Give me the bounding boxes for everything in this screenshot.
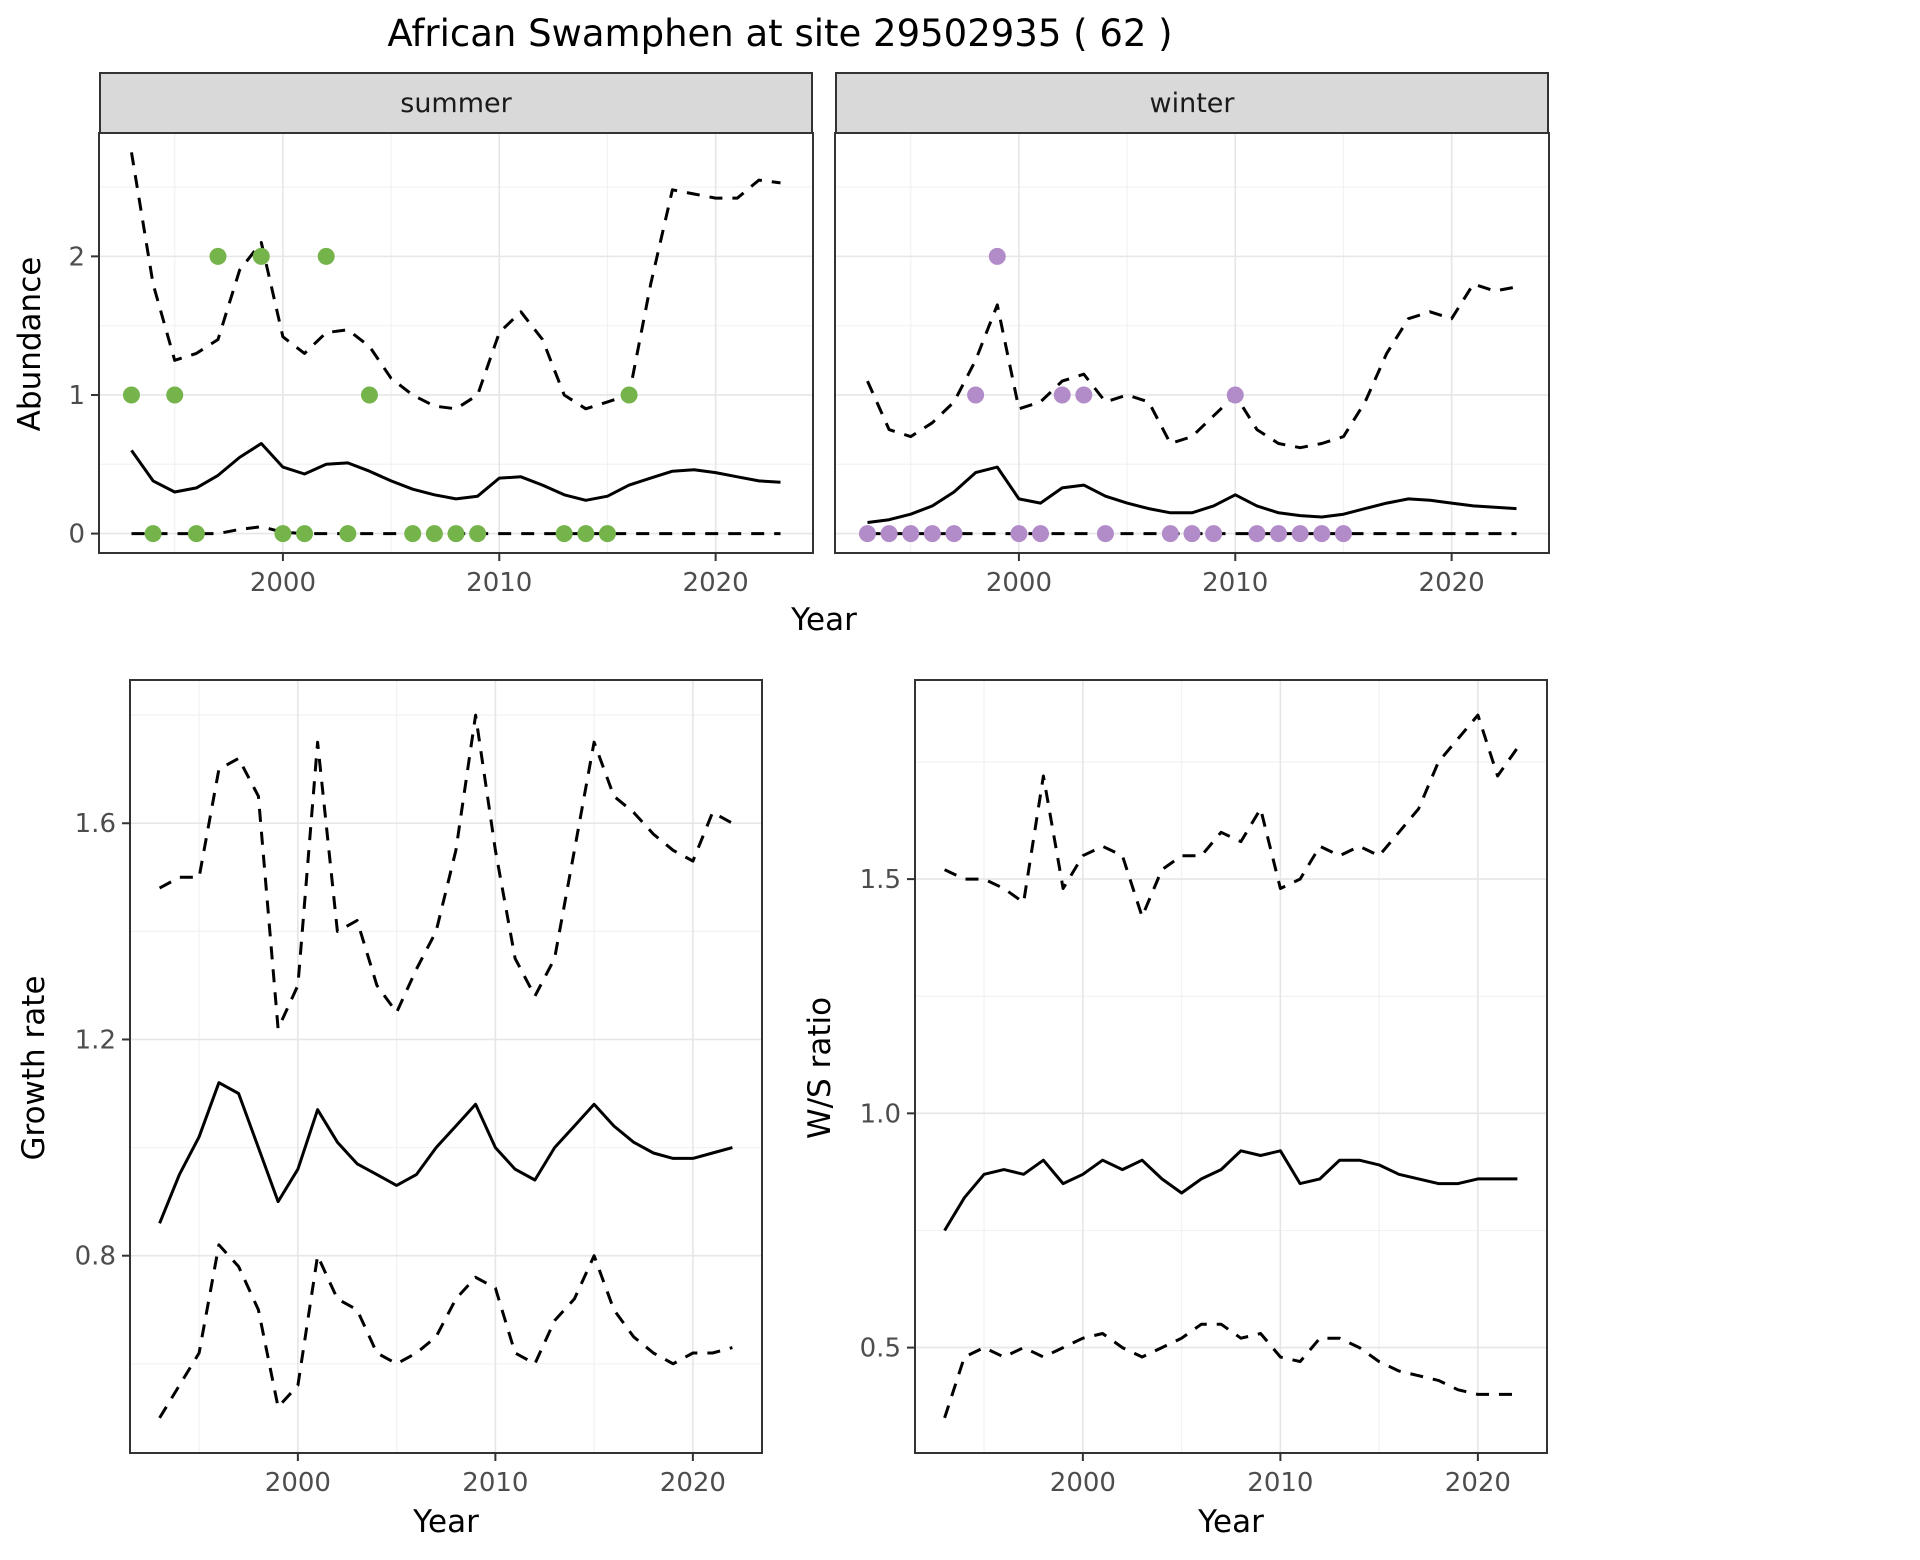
facet-strip-summer: summer	[99, 72, 813, 134]
facet-strip-winter-label: winter	[1149, 87, 1235, 119]
svg-text:0.8: 0.8	[75, 1242, 116, 1272]
abundance-winter-chart: 2000 2010 2020	[834, 132, 1550, 598]
ws-ratio-y-axis-title: W/S ratio	[802, 996, 838, 1140]
svg-text:2000: 2000	[1050, 1468, 1116, 1498]
svg-text:1.6: 1.6	[75, 809, 116, 839]
ws-ratio-chart: 2000 2010 2020 0.5 1.0 1.5	[860, 679, 1548, 1498]
svg-text:1.0: 1.0	[860, 1099, 901, 1129]
growth-x-axis-title: Year	[413, 1504, 479, 1540]
growth-y-axis-title: Growth rate	[16, 975, 52, 1161]
svg-text:1: 1	[68, 381, 85, 411]
svg-text:2010: 2010	[462, 1468, 528, 1498]
abundance-y-axis-title: Abundance	[12, 256, 48, 432]
svg-text:2010: 2010	[466, 568, 532, 598]
svg-text:2000: 2000	[250, 568, 316, 598]
ws-ratio-x-axis-title: Year	[1198, 1504, 1264, 1540]
svg-text:2000: 2000	[265, 1468, 331, 1498]
svg-text:1.5: 1.5	[860, 865, 901, 895]
abundance-x-axis-title: Year	[791, 602, 857, 638]
svg-text:0.5: 0.5	[860, 1334, 901, 1364]
svg-text:2020: 2020	[1419, 568, 1485, 598]
svg-text:2010: 2010	[1202, 568, 1268, 598]
svg-text:2020: 2020	[660, 1468, 726, 1498]
svg-text:2020: 2020	[683, 568, 749, 598]
svg-text:2010: 2010	[1247, 1468, 1313, 1498]
figure-title: African Swamphen at site 29502935 ( 62 )	[387, 12, 1173, 55]
svg-text:2000: 2000	[986, 568, 1052, 598]
svg-text:2020: 2020	[1445, 1468, 1511, 1498]
svg-text:0: 0	[68, 520, 85, 550]
facet-strip-summer-label: summer	[400, 87, 512, 119]
growth-rate-chart: 2000 2010 2020 0.8 1.2 1.6	[75, 679, 763, 1498]
abundance-summer-chart: 2000 2010 2020 0 1 2	[68, 132, 814, 598]
facet-strip-winter: winter	[835, 72, 1549, 134]
svg-text:2: 2	[68, 242, 85, 272]
svg-text:1.2: 1.2	[75, 1025, 116, 1055]
